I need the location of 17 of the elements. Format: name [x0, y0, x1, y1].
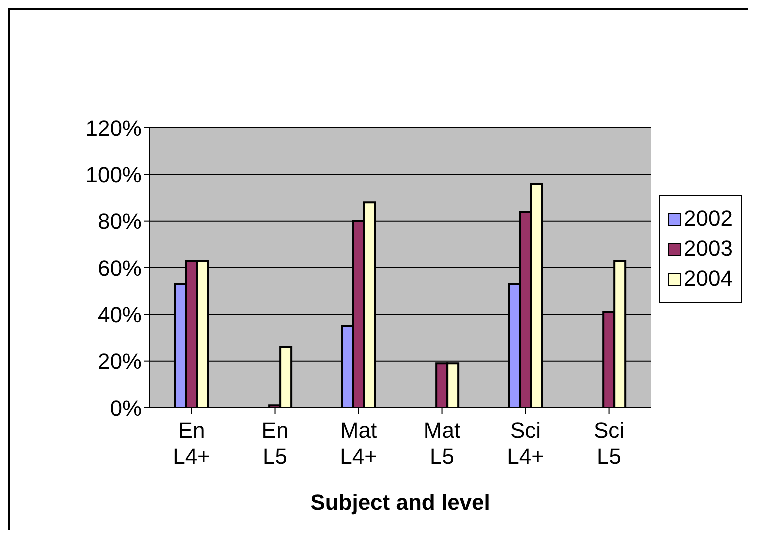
legend-label: 2003: [684, 236, 733, 262]
x-axis-title: Subject and level: [310, 490, 490, 515]
x-tick-label: Sci L5: [594, 418, 625, 469]
x-tick-label: Mat L5: [424, 418, 461, 469]
y-tick-label: 40%: [98, 302, 142, 328]
x-tick-label: Sci L4+: [507, 418, 544, 469]
y-tick-label: 20%: [98, 349, 142, 374]
y-tick-label: 0%: [110, 396, 142, 421]
y-tick-label: 60%: [98, 256, 142, 281]
x-tick-label: En L4+: [173, 418, 210, 469]
y-tick-label: 100%: [86, 162, 142, 188]
legend-label: 2002: [684, 206, 733, 232]
x-tick-label: Mat L4+: [340, 418, 378, 469]
x-tick-label: En L5: [262, 418, 289, 469]
y-tick-label: 80%: [98, 209, 142, 234]
legend-label: 2004: [684, 266, 733, 292]
y-tick-label: 120%: [86, 116, 142, 141]
